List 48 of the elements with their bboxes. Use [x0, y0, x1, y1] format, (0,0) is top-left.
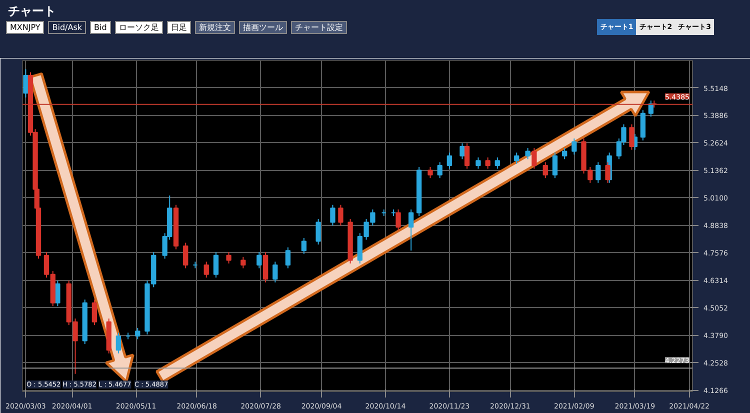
candlestick [437, 162, 442, 179]
candlestick [92, 299, 98, 326]
candlestick [408, 208, 414, 252]
candlestick [514, 152, 520, 164]
candlestick [213, 252, 219, 278]
text: 新規注文 [194, 21, 235, 34]
candlestick [640, 110, 646, 141]
candlestick [256, 252, 262, 269]
candlestick [23, 68, 28, 98]
candlestick [562, 148, 568, 160]
candlestick [204, 261, 209, 278]
candlestick [285, 246, 291, 269]
candlestick [485, 156, 490, 170]
text: 描画ツール [238, 21, 287, 34]
candlestick [629, 124, 634, 150]
candlestick [183, 242, 188, 269]
candlestick [542, 162, 548, 179]
text: MXNJPY [6, 21, 44, 34]
text: Bid/Ask [48, 21, 86, 34]
candlestick [532, 148, 537, 170]
candlestick [605, 162, 610, 184]
candlestick [525, 148, 530, 160]
candlestick [240, 256, 246, 269]
text: ローソク足 [114, 21, 163, 34]
candlestick [55, 280, 60, 307]
candlestick [476, 156, 481, 170]
text: Bid [90, 21, 111, 34]
text: 日足 [166, 21, 191, 34]
candlestick [338, 204, 344, 226]
candlestick [116, 332, 122, 354]
candlestick [316, 218, 321, 246]
candlestick [464, 142, 470, 170]
candlestick [330, 204, 336, 226]
candlestick [428, 166, 433, 179]
candlestick [135, 327, 140, 340]
text: チャート設定 [290, 21, 347, 34]
candlestick [572, 138, 577, 156]
candlestick [272, 261, 278, 283]
candlestick [301, 237, 307, 254]
candlestick [494, 156, 500, 170]
chart-title: チャート [8, 3, 56, 20]
candlestick [262, 252, 268, 283]
candlestick [596, 162, 601, 184]
candlestick [460, 142, 465, 160]
candlestick [396, 208, 401, 231]
candlestick [226, 252, 232, 264]
candlestick [446, 152, 452, 170]
candlestick [552, 152, 558, 179]
